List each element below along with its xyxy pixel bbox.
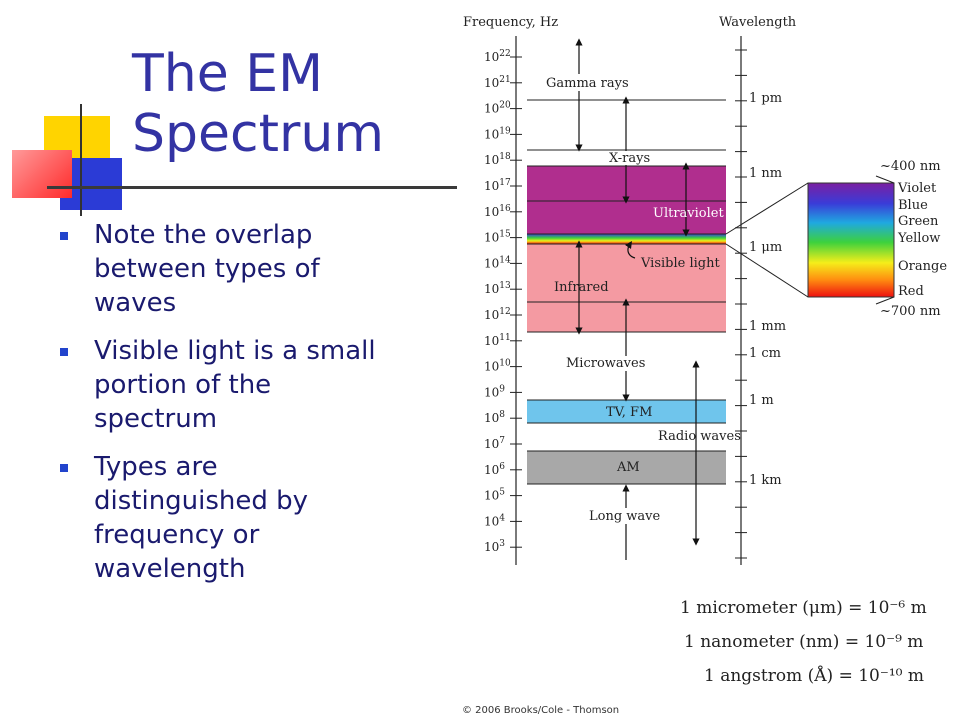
frequency-tick-label: 108 <box>484 410 505 425</box>
visible-bottom-wavelength: ~700 nm <box>880 304 941 319</box>
em-spectrum-diagram: Frequency, Hz Wavelength 1022 1021 1020 101… <box>463 15 947 565</box>
frequency-tick-label: 1010 <box>484 359 511 374</box>
visible-color-label: Green <box>898 214 939 229</box>
bullet-item: Note the overlap between types of waves <box>60 218 380 320</box>
frequency-tick-label: 109 <box>484 384 505 399</box>
long-wave-label: Long wave <box>589 509 661 524</box>
frequency-header: Frequency, Hz <box>463 15 558 30</box>
frequency-tick-label: 1014 <box>484 255 511 270</box>
gamma-rays-label: Gamma rays <box>546 76 629 91</box>
bullet-square-icon <box>60 348 68 356</box>
wavelength-header: Wavelength <box>719 15 797 30</box>
frequency-tick-label: 104 <box>484 513 505 528</box>
bullet-square-icon <box>60 464 68 472</box>
bullet-text: Note the overlap between types of waves <box>94 220 320 318</box>
tv-fm-label: TV, FM <box>606 405 652 420</box>
frequency-tick-label: 1017 <box>484 178 511 193</box>
frequency-tick-label: 103 <box>484 539 505 554</box>
deco-red-square <box>12 150 72 198</box>
wavelength-label: 1 pm <box>749 91 782 106</box>
visible-spectrum-zoom <box>807 182 895 298</box>
frequency-tick-label: 105 <box>484 488 505 503</box>
frequency-tick-label: 1012 <box>484 307 511 322</box>
frequency-tick-label: 1019 <box>484 126 511 141</box>
x-rays-label: X-rays <box>609 151 650 166</box>
visible-color-label: Violet <box>897 181 937 196</box>
wavelength-label: 1 km <box>749 473 782 488</box>
ultraviolet-label: Ultraviolet <box>653 206 724 221</box>
frequency-tick-label: 1011 <box>484 333 511 348</box>
bullet-text: Visible light is a small portion of the … <box>94 336 376 434</box>
visible-pointer-arrow <box>625 241 636 259</box>
page-title: The EM Spectrum <box>132 44 452 164</box>
zoom-line-bottom <box>725 243 809 298</box>
frequency-tick-label: 1021 <box>484 75 511 90</box>
frequency-tick-label: 107 <box>484 436 505 451</box>
visible-color-label: Blue <box>898 198 928 213</box>
infrared-label: Infrared <box>554 280 609 295</box>
deco-vertical-line <box>80 104 82 216</box>
bullet-list: Note the overlap between types of waves … <box>60 218 380 600</box>
visible-color-label: Orange <box>898 259 947 274</box>
title-divider <box>47 186 457 189</box>
wavelength-label: 1 mm <box>749 319 786 334</box>
bullet-item: Visible light is a small portion of the … <box>60 334 380 436</box>
equation-angstrom: 1 angstrom (Å) = 10⁻¹⁰ m <box>704 666 924 686</box>
microwaves-label: Microwaves <box>566 356 645 371</box>
title-line-1: The EM <box>132 44 323 104</box>
equation-micrometer: 1 micrometer (μm) = 10⁻⁶ m <box>680 598 927 618</box>
frequency-tick-label: 1022 <box>484 49 511 64</box>
frequency-tick-label: 106 <box>484 462 505 477</box>
tv-fm-band <box>527 400 726 423</box>
frequency-tick-labels: 1022 1021 1020 1019 1018 1017 1016 1015 1014 1013… <box>484 49 511 554</box>
equation-nanometer: 1 nanometer (nm) = 10⁻⁹ m <box>684 632 924 652</box>
frequency-tick-label: 1013 <box>484 281 511 296</box>
radio-waves-label: Radio waves <box>658 429 741 444</box>
wavelength-label: 1 m <box>749 393 774 408</box>
bullet-text: Types are distinguished by frequency or … <box>94 452 309 584</box>
title-line-2: Spectrum <box>132 104 384 164</box>
zoom-line-top <box>725 182 809 235</box>
visible-color-label: Red <box>898 284 924 299</box>
bullet-square-icon <box>60 232 68 240</box>
visible-color-label: Yellow <box>897 231 940 246</box>
visible-light-label: Visible light <box>640 256 720 271</box>
wavelength-label: 1 nm <box>749 166 782 181</box>
am-label: AM <box>616 460 640 475</box>
visible-top-wavelength: ~400 nm <box>880 159 941 174</box>
wavelength-label: 1 cm <box>749 346 781 361</box>
frequency-tick-label: 1016 <box>484 204 511 219</box>
frequency-tick-label: 1018 <box>484 152 511 167</box>
wavelength-ticks <box>735 49 747 559</box>
bullet-item: Types are distinguished by frequency or … <box>60 450 380 586</box>
frequency-ticks <box>510 56 522 548</box>
wavelength-label: 1 μm <box>749 240 782 255</box>
frequency-tick-label: 1015 <box>484 230 511 245</box>
copyright-note: © 2006 Brooks/Cole - Thomson <box>462 705 620 716</box>
visible-band-strip <box>527 234 726 244</box>
frequency-tick-label: 1020 <box>484 101 511 116</box>
